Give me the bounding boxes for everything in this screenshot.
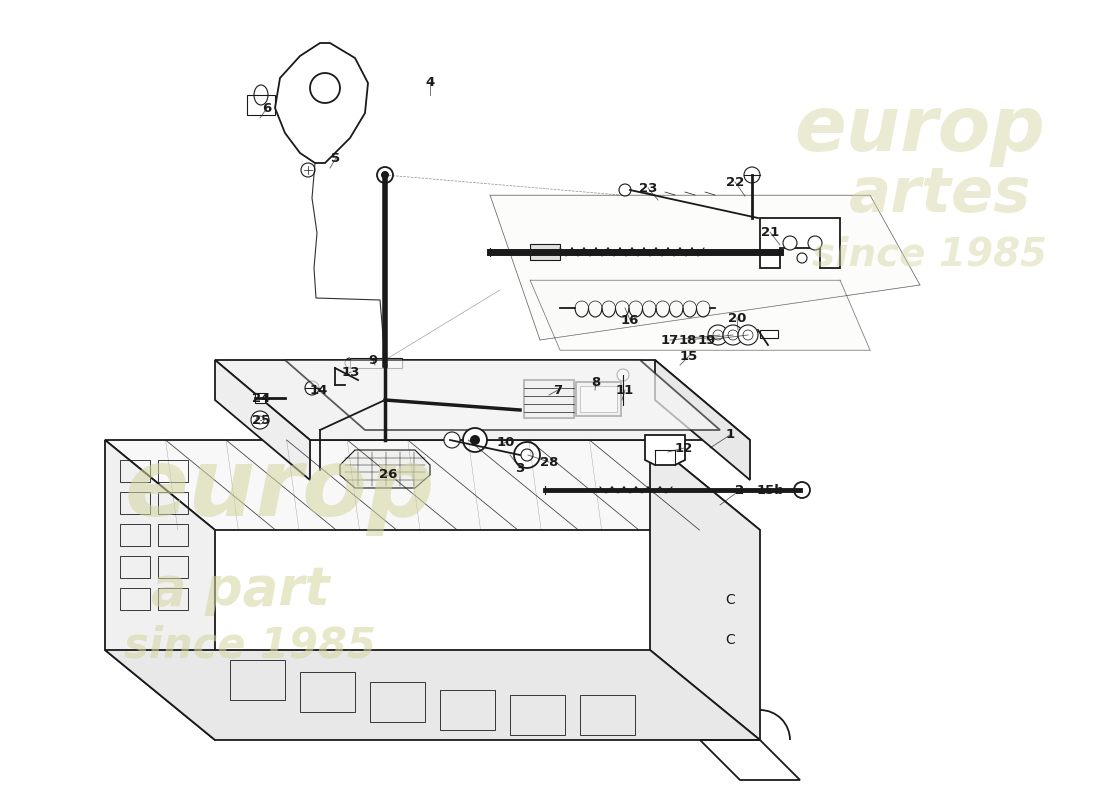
- Bar: [158, 492, 188, 514]
- Text: C: C: [725, 633, 735, 647]
- Text: 6: 6: [263, 102, 272, 114]
- Bar: [576, 382, 621, 416]
- Polygon shape: [650, 440, 760, 740]
- Circle shape: [708, 325, 728, 345]
- Bar: [158, 460, 188, 482]
- Circle shape: [514, 442, 540, 468]
- Text: 10: 10: [497, 435, 515, 449]
- Text: 3: 3: [516, 462, 525, 474]
- Bar: [580, 695, 635, 735]
- Bar: [510, 695, 565, 735]
- Text: 8: 8: [592, 375, 601, 389]
- Circle shape: [521, 449, 534, 461]
- Polygon shape: [490, 195, 920, 340]
- Polygon shape: [530, 280, 870, 350]
- Polygon shape: [214, 360, 750, 440]
- Circle shape: [251, 411, 270, 429]
- Text: 15: 15: [680, 350, 698, 362]
- Text: 11: 11: [616, 383, 634, 397]
- Text: 24: 24: [252, 391, 271, 405]
- Circle shape: [738, 325, 758, 345]
- Text: europ: europ: [794, 93, 1045, 167]
- Circle shape: [301, 163, 315, 177]
- Circle shape: [783, 236, 798, 250]
- Text: 20: 20: [728, 311, 746, 325]
- Bar: [580, 386, 617, 412]
- Text: europ: europ: [124, 444, 436, 536]
- Text: a part: a part: [151, 564, 329, 616]
- Polygon shape: [104, 440, 760, 530]
- Circle shape: [728, 330, 738, 340]
- Circle shape: [310, 73, 340, 103]
- Text: 12: 12: [675, 442, 693, 454]
- Bar: [524, 380, 574, 418]
- Bar: [230, 660, 285, 700]
- Bar: [120, 524, 150, 546]
- Bar: [158, 588, 188, 610]
- Bar: [350, 358, 402, 368]
- Polygon shape: [285, 360, 720, 430]
- Circle shape: [381, 171, 389, 179]
- Bar: [120, 556, 150, 578]
- Text: 18: 18: [679, 334, 697, 346]
- Text: 5: 5: [331, 151, 341, 165]
- Bar: [255, 393, 265, 403]
- Text: since 1985: since 1985: [124, 624, 376, 666]
- Text: 9: 9: [368, 354, 377, 366]
- Circle shape: [377, 167, 393, 183]
- Circle shape: [305, 381, 319, 395]
- Polygon shape: [214, 360, 310, 480]
- Circle shape: [798, 253, 807, 263]
- Circle shape: [470, 435, 480, 445]
- Text: 13: 13: [342, 366, 360, 378]
- Polygon shape: [760, 218, 840, 268]
- Bar: [158, 556, 188, 578]
- Circle shape: [742, 330, 754, 340]
- Text: 15b: 15b: [756, 483, 784, 497]
- Bar: [440, 690, 495, 730]
- Bar: [158, 524, 188, 546]
- Bar: [248, 95, 275, 115]
- Text: 23: 23: [639, 182, 657, 194]
- Polygon shape: [104, 440, 214, 740]
- Bar: [530, 244, 560, 260]
- Polygon shape: [645, 435, 685, 465]
- Text: 28: 28: [540, 455, 558, 469]
- Circle shape: [794, 482, 810, 498]
- Bar: [120, 460, 150, 482]
- Text: 17: 17: [661, 334, 679, 346]
- Text: 2: 2: [736, 483, 745, 497]
- Circle shape: [463, 428, 487, 452]
- Circle shape: [713, 330, 723, 340]
- Circle shape: [444, 432, 460, 448]
- Text: 21: 21: [761, 226, 779, 238]
- Circle shape: [256, 416, 264, 424]
- Text: 16: 16: [620, 314, 639, 326]
- Polygon shape: [340, 450, 430, 488]
- Circle shape: [808, 236, 822, 250]
- Circle shape: [619, 184, 631, 196]
- Text: 25: 25: [252, 414, 271, 426]
- Text: 14: 14: [310, 383, 328, 397]
- Text: since 1985: since 1985: [813, 236, 1047, 274]
- Text: 22: 22: [726, 175, 744, 189]
- Text: artes: artes: [849, 165, 1032, 225]
- Circle shape: [617, 369, 629, 381]
- Text: 19: 19: [697, 334, 716, 346]
- Text: 26: 26: [378, 469, 397, 482]
- Polygon shape: [104, 650, 760, 740]
- Bar: [300, 672, 355, 712]
- Bar: [370, 682, 425, 722]
- Text: 1: 1: [725, 429, 735, 442]
- Polygon shape: [275, 43, 368, 163]
- Text: 4: 4: [426, 75, 434, 89]
- Bar: [120, 588, 150, 610]
- Polygon shape: [654, 360, 750, 480]
- Bar: [120, 492, 150, 514]
- Circle shape: [723, 325, 743, 345]
- Text: 7: 7: [553, 383, 562, 397]
- Bar: [760, 330, 778, 338]
- Text: C: C: [725, 593, 735, 607]
- Circle shape: [744, 167, 760, 183]
